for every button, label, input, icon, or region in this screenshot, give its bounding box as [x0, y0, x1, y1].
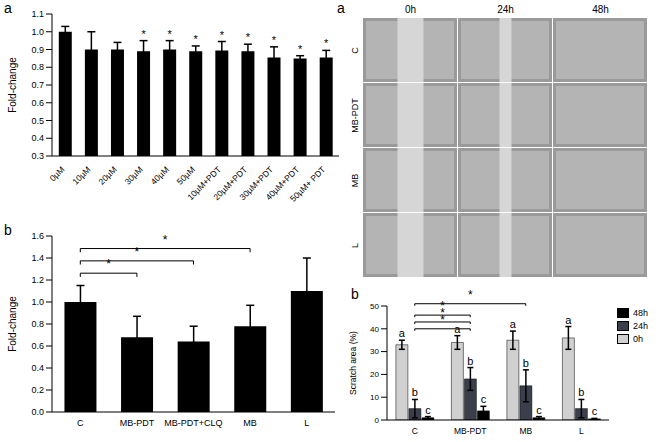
svg-text:MB-PDT+CLQ: MB-PDT+CLQ	[164, 418, 222, 428]
svg-text:1.6: 1.6	[31, 231, 44, 241]
svg-text:b: b	[467, 355, 473, 367]
svg-text:MB: MB	[350, 174, 360, 188]
svg-text:10µM+PDT: 10µM+PDT	[185, 164, 223, 203]
svg-text:MB-PDT: MB-PDT	[350, 98, 360, 133]
svg-text:*: *	[168, 28, 173, 40]
html-text:a: a	[4, 0, 12, 16]
svg-text:*: *	[194, 33, 199, 45]
svg-text:b: b	[412, 386, 418, 398]
svg-text:*: *	[272, 34, 277, 46]
svg-text:C: C	[412, 426, 418, 436]
svg-text:20µM: 20µM	[96, 164, 118, 186]
svg-text:a: a	[510, 318, 517, 330]
html-text:b: b	[351, 286, 359, 302]
svg-text:1.1: 1.1	[31, 9, 44, 19]
svg-text:10: 10	[370, 393, 379, 402]
svg-text:40: 40	[370, 325, 379, 334]
svg-text:C: C	[77, 418, 84, 428]
svg-text:1.0: 1.0	[31, 27, 44, 37]
svg-text:b: b	[578, 386, 584, 398]
svg-text:Fold-change: Fold-change	[8, 296, 18, 352]
svg-text:0.5: 0.5	[31, 116, 44, 126]
svg-text:MB: MB	[243, 418, 257, 428]
svg-text:30µM+PDT: 30µM+PDT	[237, 164, 276, 203]
svg-text:Scratch area (%): Scratch area (%)	[348, 331, 358, 395]
svg-text:24h: 24h	[497, 4, 514, 15]
svg-text:0.6: 0.6	[31, 341, 44, 351]
svg-text:*: *	[141, 28, 146, 40]
svg-text:c: c	[481, 393, 487, 405]
svg-text:MB: MB	[519, 426, 532, 436]
svg-text:50: 50	[370, 302, 379, 311]
svg-text:1.0: 1.0	[31, 297, 44, 307]
html-text:0h: 0h	[633, 334, 643, 344]
svg-text:40µM+PDT: 40µM+PDT	[263, 164, 302, 203]
svg-text:a: a	[454, 323, 461, 335]
svg-text:*: *	[298, 43, 303, 55]
svg-text:0µM: 0µM	[48, 164, 67, 183]
svg-text:0.4: 0.4	[31, 363, 44, 373]
svg-text:MB-PDT: MB-PDT	[454, 426, 487, 436]
svg-text:1.2: 1.2	[31, 275, 44, 285]
svg-text:*: *	[324, 37, 329, 49]
svg-text:b: b	[523, 357, 529, 369]
svg-text:C: C	[350, 47, 360, 54]
svg-text:*: *	[468, 288, 473, 302]
svg-text:0.2: 0.2	[31, 385, 44, 395]
svg-text:a: a	[565, 314, 572, 326]
svg-text:48h: 48h	[592, 4, 609, 15]
svg-text:L: L	[304, 418, 309, 428]
svg-text:50µM+ PDT: 50µM+ PDT	[288, 164, 327, 203]
svg-text:L: L	[350, 243, 360, 248]
svg-text:c: c	[592, 405, 598, 417]
svg-text:0.0: 0.0	[31, 407, 44, 417]
svg-text:1.4: 1.4	[31, 253, 44, 263]
svg-text:*: *	[106, 257, 111, 271]
html-text:48h: 48h	[633, 308, 648, 318]
svg-text:a: a	[399, 327, 406, 339]
svg-text:MB-PDT: MB-PDT	[120, 418, 155, 428]
svg-text:*: *	[246, 31, 251, 43]
svg-text:Fold-change: Fold-change	[8, 57, 18, 113]
svg-text:30: 30	[370, 347, 379, 356]
svg-text:0.7: 0.7	[31, 80, 44, 90]
svg-text:0.8: 0.8	[31, 319, 44, 329]
svg-text:0.9: 0.9	[31, 45, 44, 55]
svg-text:0.4: 0.4	[31, 133, 44, 143]
svg-text:0.3: 0.3	[31, 151, 44, 161]
svg-text:0.8: 0.8	[31, 62, 44, 72]
svg-text:20µM+PDT: 20µM+PDT	[211, 164, 250, 203]
html-text:24h: 24h	[633, 321, 648, 331]
svg-text:30µM: 30µM	[123, 164, 145, 186]
svg-text:c: c	[425, 404, 431, 416]
svg-text:*: *	[135, 245, 140, 259]
svg-text:40µM: 40µM	[149, 164, 171, 186]
svg-text:50µM: 50µM	[175, 164, 197, 186]
svg-text:*: *	[440, 299, 445, 313]
svg-text:c: c	[536, 404, 542, 416]
svg-text:L: L	[579, 426, 584, 436]
svg-text:*: *	[163, 233, 168, 247]
html-text:a: a	[337, 0, 345, 16]
svg-text:*: *	[220, 29, 225, 41]
html-text:b: b	[4, 222, 12, 238]
svg-text:0.6: 0.6	[31, 98, 44, 108]
svg-text:20: 20	[370, 370, 379, 379]
svg-text:10µM: 10µM	[70, 164, 92, 186]
svg-text:0h: 0h	[405, 4, 416, 15]
svg-text:0: 0	[375, 416, 380, 425]
